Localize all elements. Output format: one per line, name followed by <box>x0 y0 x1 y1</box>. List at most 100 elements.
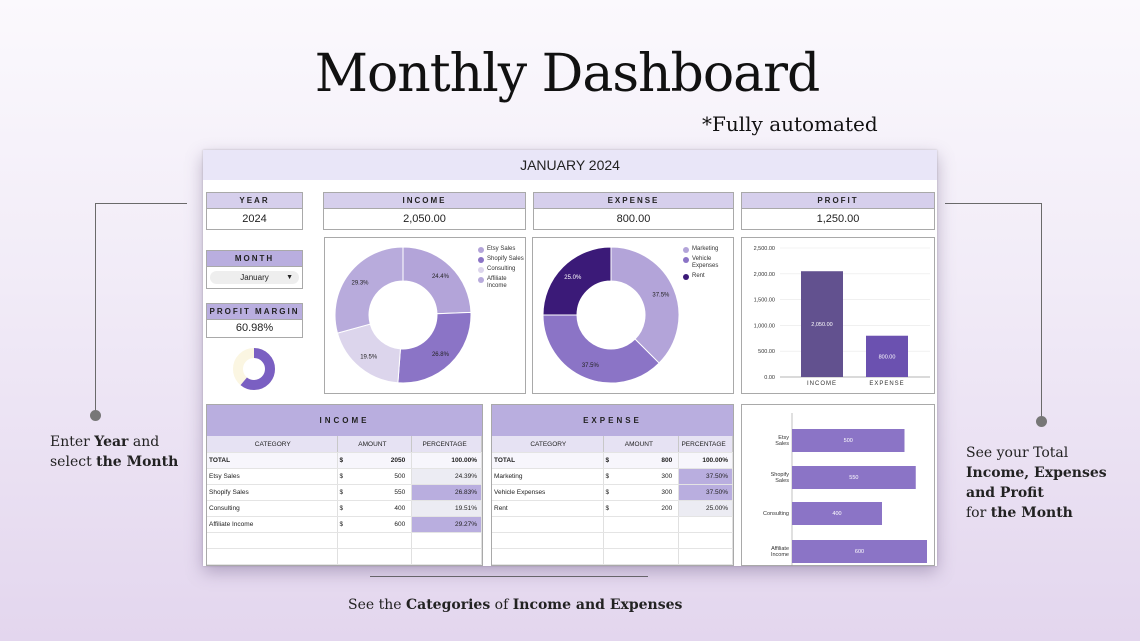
cell-amount: $400 <box>338 501 413 516</box>
dashboard-sheet: JANUARY 2024 YEAR 2024 MONTH January ▼ P… <box>203 150 937 566</box>
expense-table-title: EXPENSE <box>492 405 733 436</box>
cell-category: Shopify Sales <box>207 485 338 500</box>
currency: $ <box>605 473 610 480</box>
amount: 300 <box>661 489 673 496</box>
bar-data-label: 800.00 <box>879 354 896 360</box>
cell-amount <box>338 549 413 564</box>
expense-table-header: CATEGORY AMOUNT PERCENTAGE <box>492 436 733 453</box>
bar-income <box>801 271 843 377</box>
cell-percentage: 25.00% <box>679 501 733 516</box>
cell-amount: $600 <box>338 517 413 532</box>
cell-percentage <box>412 533 482 548</box>
cell-percentage: 19.51% <box>412 501 482 516</box>
x-tick-label: EXPENSE <box>869 381 904 387</box>
y-tick-label: 500.00 <box>758 349 775 355</box>
profit-margin-gauge <box>233 348 275 390</box>
legend-item: Consulting <box>478 266 526 273</box>
year-input[interactable]: 2024 <box>242 213 267 225</box>
table-row <box>492 549 733 565</box>
amount: 600 <box>394 521 406 528</box>
hbar-consulting <box>792 502 882 525</box>
donut-data-label: 19.5% <box>360 355 378 361</box>
amount: 300 <box>661 473 673 480</box>
total-amount: $800 <box>604 453 680 468</box>
cell-percentage: 29.27% <box>412 517 482 532</box>
hbar-data-label: 550 <box>849 475 858 481</box>
legend-label: Rent <box>692 273 705 279</box>
amount: 800 <box>661 457 673 464</box>
cell-category: Consulting <box>207 501 338 516</box>
bar-expense <box>866 335 908 377</box>
table-row: Rent $200 25.00% <box>492 501 733 517</box>
income-categories-bar-svg: 500EtsySales550ShopifySales400Consulting… <box>763 413 927 566</box>
y-tick-label: 1,000.00 <box>754 323 775 329</box>
month-box: MONTH January ▼ <box>206 250 303 289</box>
cell-percentage <box>412 549 482 564</box>
legend-item: Etsy Sales <box>478 246 526 253</box>
y-tick-label: Affiliate <box>771 546 789 552</box>
income-donut-chart: 24.4% 26.8% 19.5% 29.3% Etsy Sales Shopify S… <box>324 237 526 394</box>
cell-percentage: 26.83% <box>412 485 482 500</box>
table-row <box>207 533 482 549</box>
amount: 2050 <box>390 457 406 464</box>
callout-totals: See your Total Income, Expenses and Prof… <box>966 445 1107 521</box>
expense-donut-chart: 37.5% 37.5% 25.0% Marketing Vehicle Expense… <box>532 237 734 394</box>
legend-label: Etsy Sales <box>487 246 516 252</box>
currency: $ <box>339 457 344 464</box>
month-select[interactable]: January ▼ <box>210 271 299 284</box>
table-row: Consulting $400 19.51% <box>207 501 482 517</box>
year-box: YEAR 2024 <box>206 192 303 230</box>
cell-amount: $300 <box>604 485 680 500</box>
table-row <box>207 549 482 565</box>
legend-item: Marketing <box>683 246 733 253</box>
profit-kpi-box: PROFIT 1,250.00 <box>741 192 935 230</box>
expense-kpi-value: 800.00 <box>616 213 651 225</box>
cell-percentage <box>679 517 733 532</box>
total-label: TOTAL <box>207 453 338 468</box>
legend-item: Affiliate Income <box>478 276 526 290</box>
cell-category <box>492 549 604 564</box>
y-tick-label: 0.00 <box>764 375 775 381</box>
table-row: Marketing $300 37.50% <box>492 469 733 485</box>
donut-slice-rent <box>542 246 612 316</box>
y-tick-label: Etsy <box>778 435 789 441</box>
amount: 500 <box>394 473 406 480</box>
legend-label: Marketing <box>692 246 719 252</box>
y-tick-label: 2,500.00 <box>754 246 775 252</box>
callout-line-right-h <box>945 203 1041 204</box>
amount: 200 <box>661 505 673 512</box>
income-kpi-label: INCOME <box>324 193 525 209</box>
expense-kpi-label: EXPENSE <box>534 193 733 209</box>
cell-percentage: 24.39% <box>412 469 482 484</box>
legend-swatch <box>478 267 484 273</box>
cell-amount <box>604 517 680 532</box>
col-amount: AMOUNT <box>604 436 680 452</box>
income-table: INCOME CATEGORY AMOUNT PERCENTAGE TOTAL … <box>206 404 483 566</box>
donut-data-label: 37.5% <box>582 363 600 369</box>
expense-table: EXPENSE CATEGORY AMOUNT PERCENTAGE TOTAL… <box>491 404 734 566</box>
legend-swatch <box>683 247 689 253</box>
legend-label: Shopify Sales <box>487 256 524 262</box>
cell-amount: $200 <box>604 501 680 516</box>
income-kpi-value: 2,050.00 <box>403 213 446 225</box>
callout-line-left-h <box>95 203 187 204</box>
currency: $ <box>339 521 344 528</box>
cell-percentage: 37.50% <box>679 485 733 500</box>
legend-label: Vehicle Expenses <box>692 256 719 269</box>
legend-swatch <box>683 257 689 263</box>
hbar-data-label: 500 <box>844 438 853 444</box>
cell-category: Etsy Sales <box>207 469 338 484</box>
cell-amount <box>604 549 680 564</box>
callout-dot-right <box>1036 416 1047 427</box>
donut-slice-shopify-sales <box>397 311 472 384</box>
donut-slice-etsy-sales <box>402 246 472 315</box>
profit-kpi-value: 1,250.00 <box>816 213 860 225</box>
amount: 550 <box>394 489 406 496</box>
cell-percentage: 37.50% <box>679 469 733 484</box>
income-categories-bar-chart: 500 Etsy Sales 550 Shopify Sales 400 Consulting… <box>741 404 935 566</box>
col-category: CATEGORY <box>492 436 604 452</box>
month-select-value: January <box>240 273 269 282</box>
month-label: MONTH <box>207 251 302 267</box>
income-kpi-box: INCOME 2,050.00 <box>323 192 526 230</box>
cell-category: Vehicle Expenses <box>492 485 604 500</box>
